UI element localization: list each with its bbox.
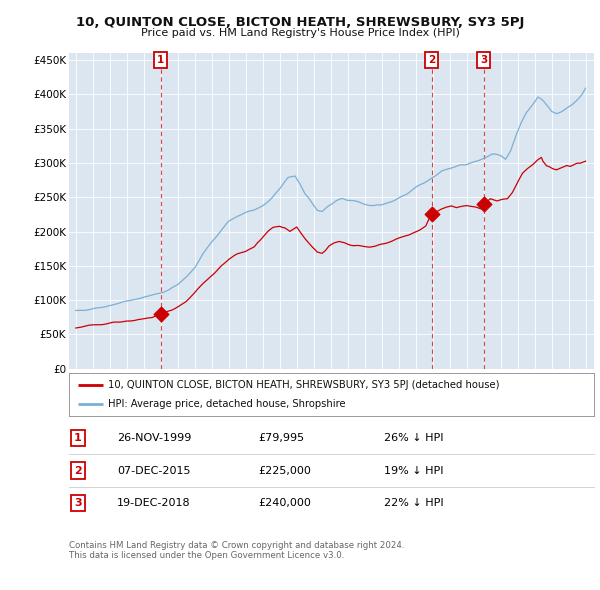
Text: Price paid vs. HM Land Registry's House Price Index (HPI): Price paid vs. HM Land Registry's House … [140,28,460,38]
Text: 2: 2 [74,466,82,476]
Text: 3: 3 [480,55,487,65]
Point [156,309,166,319]
Text: 19-DEC-2018: 19-DEC-2018 [117,498,191,508]
Point [427,209,437,219]
Text: 1: 1 [157,55,164,65]
Point [479,199,488,209]
Text: £79,995: £79,995 [258,433,304,443]
Text: 22% ↓ HPI: 22% ↓ HPI [384,498,443,508]
Text: 10, QUINTON CLOSE, BICTON HEATH, SHREWSBURY, SY3 5PJ: 10, QUINTON CLOSE, BICTON HEATH, SHREWSB… [76,16,524,29]
Text: 2: 2 [428,55,436,65]
Text: 19% ↓ HPI: 19% ↓ HPI [384,466,443,476]
Text: 3: 3 [74,498,82,508]
Text: £225,000: £225,000 [258,466,311,476]
Text: 07-DEC-2015: 07-DEC-2015 [117,466,191,476]
Text: £240,000: £240,000 [258,498,311,508]
Text: 1: 1 [74,433,82,443]
Text: 26% ↓ HPI: 26% ↓ HPI [384,433,443,443]
Text: 26-NOV-1999: 26-NOV-1999 [117,433,191,443]
Text: 10, QUINTON CLOSE, BICTON HEATH, SHREWSBURY, SY3 5PJ (detached house): 10, QUINTON CLOSE, BICTON HEATH, SHREWSB… [109,380,500,390]
Text: This data is licensed under the Open Government Licence v3.0.: This data is licensed under the Open Gov… [69,552,344,560]
Text: HPI: Average price, detached house, Shropshire: HPI: Average price, detached house, Shro… [109,399,346,409]
Text: Contains HM Land Registry data © Crown copyright and database right 2024.: Contains HM Land Registry data © Crown c… [69,541,404,550]
